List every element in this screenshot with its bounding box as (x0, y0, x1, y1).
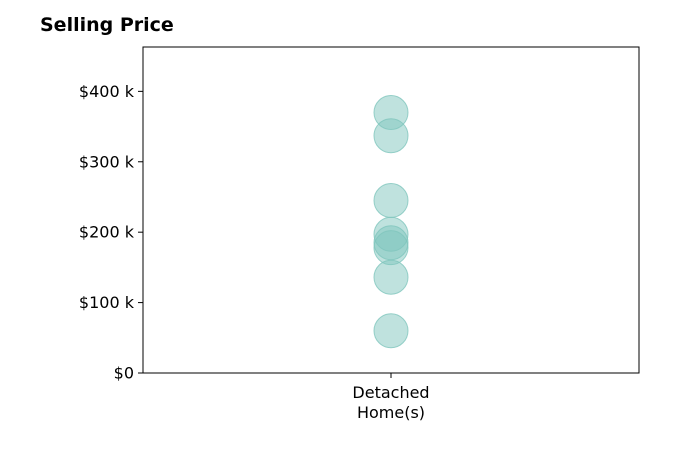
data-point (373, 313, 409, 349)
y-axis: $0 $100 k $200 k $300 k $400 k (79, 82, 143, 383)
data-point (373, 230, 409, 266)
x-tick-label: Home(s) (357, 403, 425, 422)
chart-title: Selling Price (40, 14, 174, 36)
data-point (373, 118, 409, 154)
y-tick-label: $300 k (79, 152, 135, 171)
data-point (373, 182, 409, 218)
y-tick-label: $200 k (79, 223, 135, 242)
y-tick-label: $400 k (79, 82, 135, 101)
data-point (373, 259, 409, 295)
x-tick-label: Detached (352, 383, 429, 402)
data-points (373, 94, 409, 349)
y-tick-label: $0 (114, 364, 134, 383)
y-tick-label: $100 k (79, 293, 135, 312)
